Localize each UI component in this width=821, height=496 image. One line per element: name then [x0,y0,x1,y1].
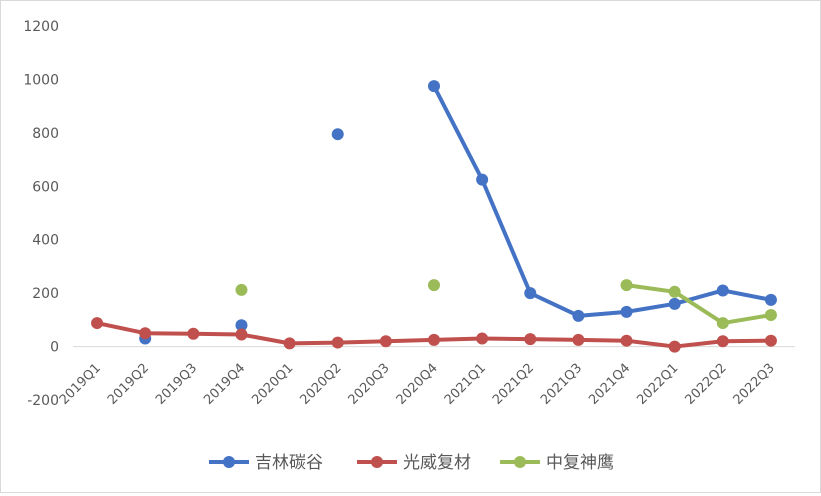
x-tick-label: 2022Q2 [683,361,730,408]
y-tick-label: 1200 [23,19,59,35]
data-point [476,332,489,345]
legend-label: 中复神鹰 [546,453,614,473]
data-point [764,334,777,347]
data-point [668,285,681,298]
x-tick-label: 2019Q3 [153,361,200,408]
legend-marker [371,456,383,468]
data-point [379,335,392,348]
data-point [428,80,440,93]
data-point [139,327,152,340]
data-point [428,333,440,346]
data-point [716,317,729,330]
data-point [524,287,537,300]
x-tick-label: 2021Q2 [490,361,537,408]
legend-marker [514,456,526,468]
y-tick-label: 800 [32,126,59,142]
legend-item: 吉林碳谷 [209,453,323,473]
x-tick-label: 2020Q4 [394,361,441,408]
y-tick-label: 1000 [23,72,59,88]
y-tick-label: 0 [50,340,59,356]
y-tick-label: 400 [32,233,59,249]
x-tick-label: 2022Q3 [731,361,778,408]
data-point [620,334,633,347]
x-tick-label: 2019Q1 [57,361,104,408]
x-tick-label: 2020Q1 [249,361,296,408]
x-axis-labels: 2019Q1 2019Q2 2019Q3 2019Q4 2020Q1 2020Q2 2020… [57,361,778,408]
x-tick-label: 2020Q3 [346,361,393,408]
data-point [331,128,344,141]
data-point [572,309,585,322]
x-tick-label: 2019Q4 [201,361,248,408]
x-tick-label: 2021Q1 [442,361,489,408]
y-tick-label: 200 [32,286,59,302]
data-point [716,284,729,297]
data-point [235,319,248,332]
legend-marker [223,456,235,468]
data-point [187,327,200,340]
series-lines [95,84,773,349]
series-line [432,84,773,318]
y-axis-labels: -200 0 200 400 600 800 1000 1200 [23,19,59,409]
y-tick-label: -200 [27,393,59,409]
y-tick-label: 600 [32,179,59,195]
data-point [524,333,537,346]
legend-item: 中复神鹰 [500,453,614,473]
data-point [428,279,440,292]
data-point [331,336,344,349]
data-point [476,173,489,186]
data-point [572,333,585,346]
legend-label: 光威复材 [403,453,471,473]
x-tick-label: 2020Q2 [297,361,344,408]
x-tick-label: 2019Q2 [105,361,152,408]
data-point [235,283,248,296]
legend-item: 光威复材 [357,453,471,473]
x-tick-label: 2021Q3 [538,361,585,408]
data-point [620,279,633,292]
legend-label: 吉林碳谷 [255,453,323,473]
data-point [91,317,104,330]
x-tick-label: 2021Q4 [586,361,633,408]
x-tick-label: 2022Q1 [634,361,681,408]
data-point [235,328,248,341]
data-point [764,293,777,306]
series-points [91,80,777,353]
data-point [620,305,633,318]
data-point [668,340,681,353]
data-point [283,337,296,350]
series-line [624,283,773,326]
legend: 吉林碳谷 光威复材 中复神鹰 [209,453,614,473]
data-point [668,297,681,310]
data-point [764,309,777,322]
data-point [716,335,729,348]
